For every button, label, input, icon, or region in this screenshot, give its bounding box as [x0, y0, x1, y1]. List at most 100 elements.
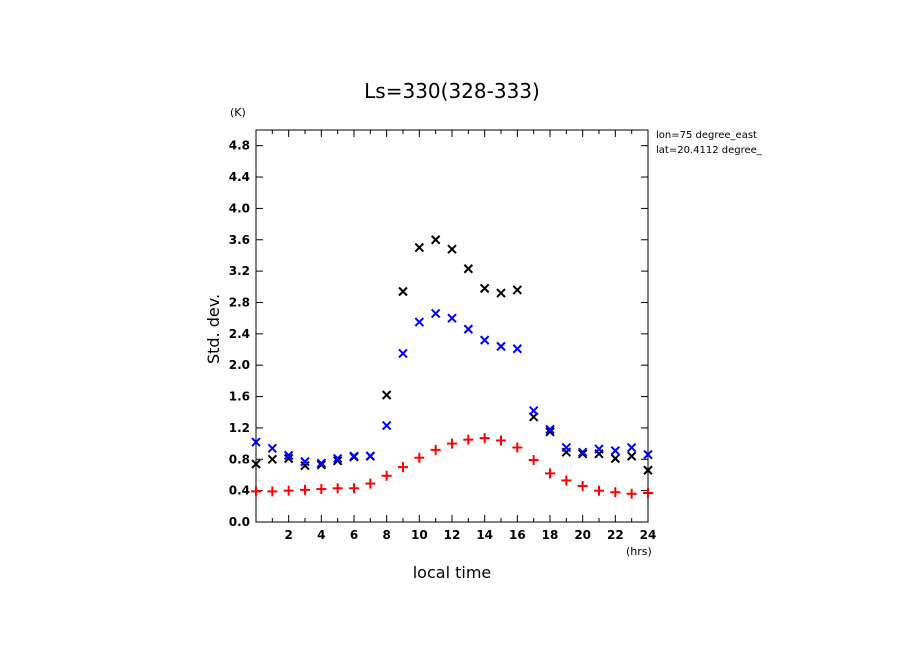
series-2-point	[463, 324, 474, 334]
series-1-point	[332, 456, 343, 466]
y-tick-label: 2.0	[229, 358, 250, 372]
x-tick-label: 10	[411, 528, 428, 542]
series-3-point	[479, 433, 490, 444]
series-1-point	[267, 454, 278, 464]
data-points	[251, 235, 653, 499]
x-axis-label: local time	[413, 563, 492, 582]
y-tick-label: 3.2	[229, 264, 250, 278]
series-2-point	[643, 449, 653, 460]
series-2-point	[528, 405, 539, 416]
x-tick-label: 12	[444, 528, 461, 542]
annotation-lat: lat=20.4112 degree_	[656, 145, 763, 156]
series-2-point	[267, 443, 278, 454]
x-tick-label: 8	[382, 528, 390, 542]
series-2-point	[300, 456, 310, 467]
y-tick-label: 0.8	[229, 452, 250, 466]
series-1-point	[512, 285, 523, 295]
series-3-point	[300, 484, 310, 495]
series-3-point	[365, 478, 376, 489]
series-3-point	[316, 484, 327, 495]
y-tick-label: 3.6	[229, 233, 250, 247]
series-1-point	[316, 460, 327, 470]
x-tick-label: 24	[640, 528, 657, 542]
x-unit-label: (hrs)	[626, 545, 652, 558]
series-3-point	[626, 488, 637, 499]
series-3-point	[398, 462, 408, 473]
series-2-point	[577, 447, 588, 457]
series-3-point	[447, 438, 457, 449]
x-tick-label: 16	[509, 528, 526, 542]
y-tick-label: 1.2	[229, 421, 250, 435]
series-2-point	[251, 437, 261, 447]
series-1-point	[479, 283, 490, 294]
series-2-point	[332, 453, 343, 464]
y-axis-label: Std. dev.	[204, 294, 223, 364]
series-1-point	[643, 465, 653, 475]
series-3-point	[414, 452, 425, 463]
y-tick-label: 2.4	[229, 327, 250, 341]
series-1-point	[447, 244, 457, 254]
x-tick-label: 4	[317, 528, 325, 542]
series-1-point	[414, 242, 425, 253]
series-3-point	[561, 475, 572, 486]
series-2-point	[414, 317, 425, 327]
chart-title: Ls=330(328-333)	[364, 79, 540, 103]
series-1-point	[430, 235, 441, 245]
series-2-point	[381, 420, 392, 431]
x-tick-label: 2	[284, 528, 292, 542]
series-2-point	[594, 444, 604, 454]
series-1-point	[626, 451, 637, 461]
y-tick-label: 4.4	[229, 170, 250, 184]
series-1-point	[398, 286, 408, 297]
series-3-point	[512, 442, 523, 453]
series-3-point	[251, 486, 261, 497]
annotation-lon: lon=75 degree_east	[656, 130, 757, 141]
series-3-point	[332, 483, 343, 494]
series-3-point	[528, 455, 539, 466]
series-2-point	[561, 442, 572, 453]
series-3-point	[545, 468, 555, 479]
series-2-point	[447, 313, 457, 323]
series-1-point	[463, 264, 474, 274]
y-tick-label: 0.0	[229, 515, 250, 529]
series-2-point	[283, 450, 294, 461]
series-1-point	[283, 453, 294, 464]
series-3-point	[283, 485, 294, 496]
x-tick-label: 14	[476, 528, 493, 542]
x-tick-label: 6	[350, 528, 358, 542]
series-3-point	[610, 487, 621, 498]
series-1-point	[251, 459, 261, 469]
y-axis-ticks: 0.0 0.4 0.8 1.2 1.6 2.0 2.4 2.8 3.2 3.6 4.0 4.4 4.8	[229, 139, 648, 529]
series-2-point	[349, 451, 359, 461]
series-3-point	[594, 485, 604, 496]
series-1-point	[381, 390, 392, 400]
series-3-point	[430, 444, 441, 455]
series-2-point	[626, 442, 637, 453]
series-3-point	[643, 487, 653, 498]
series-2-point	[496, 341, 506, 352]
y-tick-label: 4.8	[229, 139, 250, 153]
series-2-point	[365, 451, 376, 461]
x-axis-ticks: 2 4 6 8 10 12 14 16 18 20 22 24	[271, 130, 657, 542]
series-2-point	[398, 348, 408, 359]
series-1-point	[577, 449, 588, 459]
y-tick-label: 2.8	[229, 295, 250, 309]
series-2-point	[610, 445, 621, 456]
series-2-point	[479, 335, 490, 345]
y-unit-label: (K)	[230, 106, 246, 119]
series-2-point	[512, 344, 523, 354]
series-2-point	[545, 424, 555, 435]
series-3-point	[267, 486, 278, 497]
series-3-point	[496, 435, 506, 446]
series-1-point	[496, 288, 506, 298]
series-2-point	[316, 458, 327, 468]
series-3-point	[349, 483, 359, 494]
series-3-point	[463, 434, 474, 445]
x-tick-label: 22	[607, 528, 624, 542]
series-1-point	[545, 427, 555, 437]
y-tick-label: 0.4	[229, 484, 250, 498]
x-tick-label: 20	[574, 528, 591, 542]
y-tick-label: 1.6	[229, 390, 250, 404]
series-1-point	[610, 453, 621, 464]
